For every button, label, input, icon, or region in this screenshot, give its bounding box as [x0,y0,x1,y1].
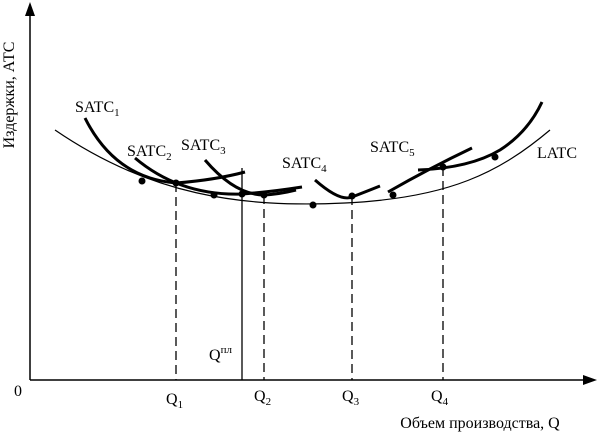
curve-label: SATC1 [75,99,120,119]
curve-label: LATC [537,145,577,162]
point [491,153,499,161]
curve-label: SATC2 [127,143,172,163]
curve-label: SATC3 [181,137,226,157]
q-label: Q2 [254,388,271,408]
label-sub: 3 [354,396,360,408]
point [138,177,146,185]
label-text: Q [431,388,443,405]
label-sub: 2 [266,396,272,408]
label-text: Q [342,388,354,405]
label-text: SATC [282,155,321,172]
label-text: SATC [127,143,166,160]
curve-label: SATC5 [370,139,415,159]
label-sub: 4 [321,163,327,175]
q-label: Q1 [166,391,183,411]
y-arrow [25,2,35,16]
point [210,191,218,199]
label-text: SATC [75,99,114,116]
curve-label: SATC4 [282,155,327,175]
q-label: Q3 [342,388,360,408]
satc6-curve [417,101,544,172]
point [309,201,317,209]
label-text: Q [209,347,221,364]
label-sub: 2 [166,151,172,163]
label-sub: 1 [178,399,184,411]
label-text: SATC [181,137,220,154]
point [389,191,397,199]
x-arrow [583,375,597,385]
label-sub: 5 [409,147,415,159]
x-label: Объем производства, Q [400,415,560,432]
q-label: Qпл [209,344,232,364]
label-sub: 1 [114,107,120,119]
label-sup: пл [221,344,233,356]
q-label: Q4 [431,388,449,408]
label-sub: 3 [220,145,226,157]
y-label: Издержки, АТС [1,42,18,149]
satc2-curve [134,156,303,196]
label-sub: 4 [443,396,449,408]
origin: 0 [14,383,22,400]
label-text: SATC [370,139,409,156]
label-text: Q [254,388,266,405]
label-text: Q [166,391,178,408]
satc4-curve [314,178,381,200]
